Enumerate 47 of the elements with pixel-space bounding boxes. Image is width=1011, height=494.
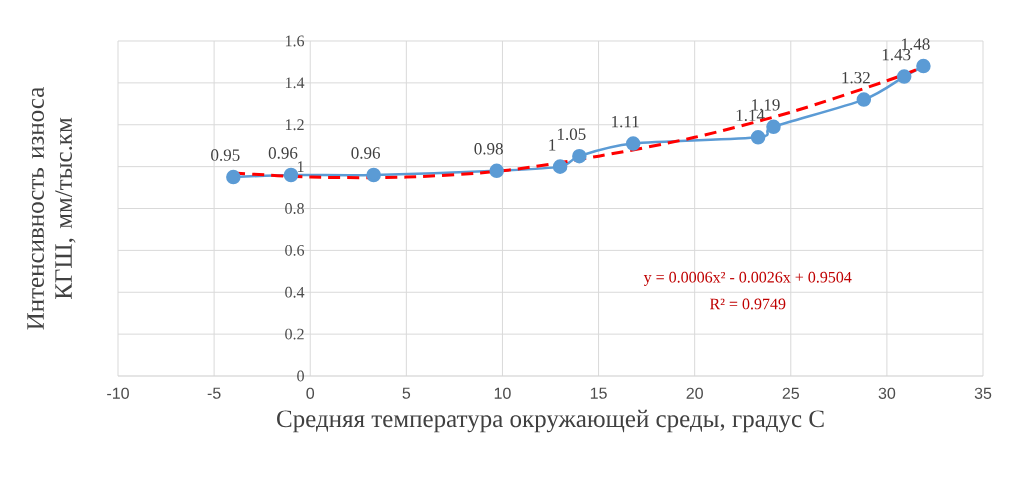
y-tick-label: 0 bbox=[297, 370, 304, 382]
point bbox=[916, 58, 931, 74]
point bbox=[572, 148, 587, 164]
data-label: 0.98 bbox=[474, 143, 503, 155]
annotation: y = 0.0006x² - 0.0026x + 0.9504 bbox=[643, 271, 852, 286]
point bbox=[625, 136, 641, 151]
x-tick-label: -5 bbox=[207, 387, 221, 399]
y-tick-label: 0.4 bbox=[285, 286, 305, 298]
y-axis-title: Интенсивность износа КГШ, мм/тыс.км bbox=[27, 87, 76, 330]
x-tick-label: 15 bbox=[590, 387, 607, 399]
point bbox=[896, 69, 912, 84]
data-label: 1.19 bbox=[752, 99, 780, 111]
data-label: 1.14 bbox=[736, 109, 765, 122]
point bbox=[366, 167, 381, 183]
point bbox=[226, 169, 241, 185]
data-label: 1.11 bbox=[612, 115, 639, 128]
data-label: 0.96 bbox=[268, 147, 298, 159]
data-label: 0.95 bbox=[211, 149, 240, 161]
data-label: 1.43 bbox=[882, 48, 911, 61]
y-tick-label: 0.2 bbox=[285, 328, 304, 340]
point bbox=[283, 167, 299, 183]
point bbox=[856, 92, 872, 107]
x-tick-label: 20 bbox=[686, 387, 703, 399]
x-tick-label: 25 bbox=[782, 387, 800, 399]
point bbox=[766, 119, 781, 135]
data-label: 0.96 bbox=[351, 147, 381, 159]
point bbox=[750, 130, 766, 145]
y-tick-label: 1 bbox=[297, 161, 304, 172]
y-tick-label: 0.8 bbox=[285, 203, 304, 214]
x-tick-label: 35 bbox=[974, 387, 992, 399]
x-tick-label: 0 bbox=[306, 387, 315, 399]
x-axis-title: Средняя температура окружающей среды, градус С bbox=[277, 409, 824, 433]
data-label: 1 bbox=[549, 139, 556, 151]
y-tick-label: 0.6 bbox=[285, 244, 305, 256]
point bbox=[489, 163, 504, 179]
x-tick-label: -10 bbox=[107, 387, 129, 399]
y-tick-label: 1.2 bbox=[285, 119, 304, 131]
data-label: 1.32 bbox=[842, 71, 870, 84]
x-tick-label: 30 bbox=[878, 387, 896, 399]
y-tick-label: 1.4 bbox=[285, 77, 305, 89]
x-tick-label: 10 bbox=[494, 387, 511, 399]
point bbox=[552, 159, 568, 174]
y-tick-label: 1.6 bbox=[285, 35, 305, 47]
data-label: 1.48 bbox=[902, 38, 930, 50]
annotation: R² = 0.9749 bbox=[709, 298, 786, 310]
x-tick-label: 5 bbox=[402, 387, 411, 399]
data-label: 1.05 bbox=[557, 128, 586, 140]
